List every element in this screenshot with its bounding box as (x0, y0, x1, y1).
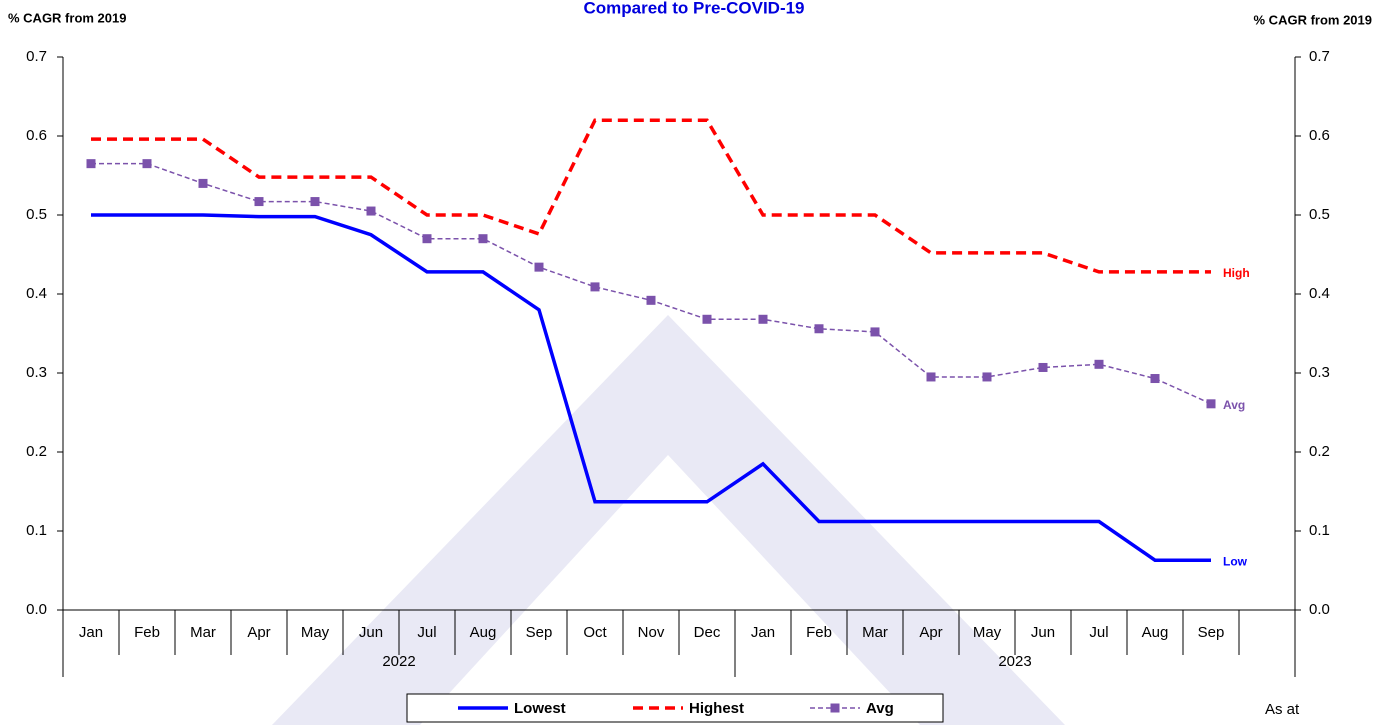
y-tick-label: 0.5 (26, 206, 47, 223)
point (982, 372, 992, 382)
end-label: Avg (1223, 398, 1245, 412)
series-line (91, 213, 1211, 562)
x-tick-label: Jun (359, 624, 383, 641)
x-tick-label: Sep (526, 624, 553, 641)
point (926, 372, 936, 382)
x-tick-label: Apr (247, 624, 270, 641)
point (590, 282, 600, 292)
point (310, 197, 320, 207)
y2-tick-label: 0.7 (1309, 48, 1330, 65)
point (86, 159, 96, 169)
y2-tick-label: 0.1 (1309, 522, 1330, 539)
y2-tick-label: 0.3 (1309, 364, 1330, 381)
x-tick-label: Nov (638, 624, 665, 641)
point (534, 262, 544, 272)
y2-axis-label: % CAGR from 2019 (1254, 12, 1372, 27)
y2-tick-label: 0.5 (1309, 206, 1330, 223)
y2-tick-label: 0.4 (1309, 285, 1330, 302)
x-tick-label: May (301, 624, 330, 641)
x-tick-label: Feb (806, 624, 832, 641)
point (198, 178, 208, 188)
x-tick-label: Jan (79, 624, 103, 641)
year-label: 2022 (382, 653, 415, 670)
point (1150, 374, 1160, 384)
y-tick-label: 0.3 (26, 364, 47, 381)
y2-tick-label: 0.0 (1309, 601, 1330, 618)
y-tick-label: 0.1 (26, 522, 47, 539)
series-line (91, 118, 1211, 274)
y-tick-label: 0.0 (26, 601, 47, 618)
point (1094, 359, 1104, 369)
y-tick-label: 0.7 (26, 48, 47, 65)
note: As at (1265, 701, 1300, 718)
x-tick-label: Dec (694, 624, 721, 641)
end-label: High (1223, 266, 1250, 280)
x-tick-label: Mar (862, 624, 888, 641)
x-tick-label: Aug (470, 624, 497, 641)
y2-tick-label: 0.6 (1309, 127, 1330, 144)
point (1038, 362, 1048, 372)
point (646, 295, 656, 305)
point (142, 159, 152, 169)
x-tick-label: Apr (919, 624, 942, 641)
x-tick-label: Oct (583, 624, 607, 641)
point (814, 324, 824, 334)
y2-tick-label: 0.2 (1309, 443, 1330, 460)
year-label: 2023 (998, 653, 1031, 670)
point (254, 197, 264, 207)
x-tick-label: Jun (1031, 624, 1055, 641)
end-label: Low (1223, 554, 1248, 568)
x-tick-label: Jan (751, 624, 775, 641)
x-tick-label: Sep (1198, 624, 1225, 641)
point (870, 327, 880, 337)
legend-label: Lowest (514, 700, 566, 717)
x-tick-label: Mar (190, 624, 216, 641)
y-tick-label: 0.4 (26, 285, 47, 302)
point (366, 206, 376, 216)
x-tick-label: Feb (134, 624, 160, 641)
point (422, 234, 432, 244)
x-tick-label: Aug (1142, 624, 1169, 641)
chart-title: Compared to Pre-COVID-19 (583, 0, 804, 17)
point (758, 314, 768, 324)
y-axis-label: % CAGR from 2019 (8, 10, 126, 25)
x-tick-label: Jul (417, 624, 436, 641)
legend-label: Avg (866, 700, 894, 717)
legend-marker (830, 703, 840, 713)
point (478, 234, 488, 244)
point (1206, 399, 1216, 409)
x-tick-label: May (973, 624, 1002, 641)
y-tick-label: 0.2 (26, 443, 47, 460)
x-tick-label: Jul (1089, 624, 1108, 641)
y-tick-label: 0.6 (26, 127, 47, 144)
point (702, 314, 712, 324)
legend-label: Highest (689, 700, 744, 717)
watermark (272, 315, 1065, 725)
